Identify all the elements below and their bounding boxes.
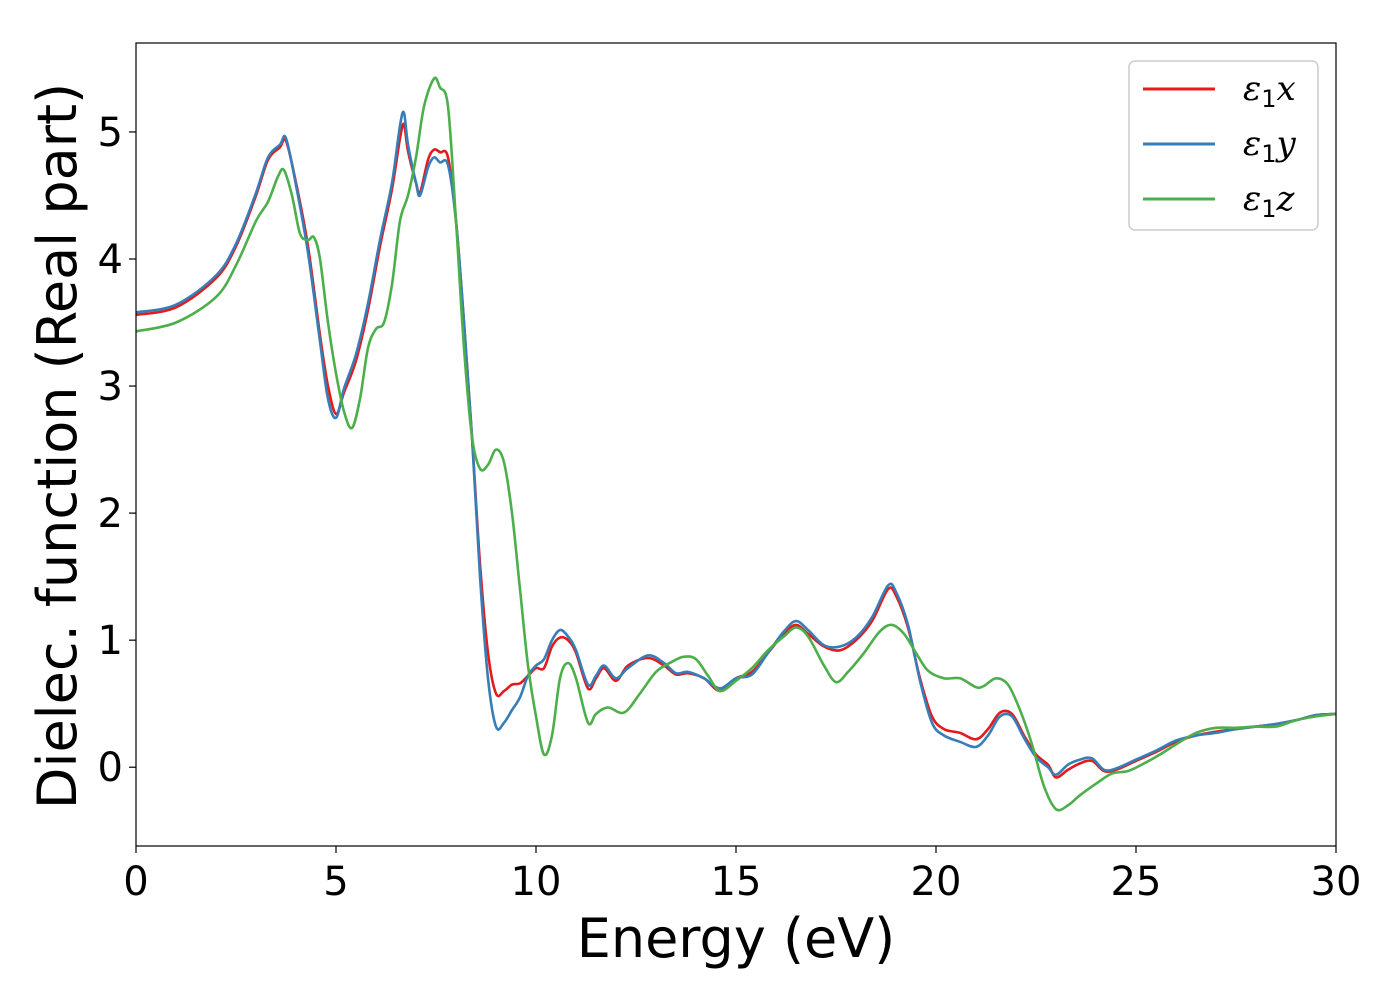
legend-label-x: ε1x (1243, 69, 1296, 113)
series-line-y (136, 110, 1336, 777)
y-tick-label: 3 (98, 364, 123, 410)
legend-label-y: ε1y (1243, 124, 1297, 168)
y-tick-label: 4 (98, 237, 123, 283)
x-tick-label: 5 (323, 859, 348, 905)
series-layer (136, 76, 1336, 812)
legend: ε1x ε1y ε1z (1128, 60, 1319, 231)
y-tick-label: 0 (98, 745, 123, 791)
series-line-z (136, 76, 1336, 812)
x-axis-ticks: 0 5 10 15 20 25 30 (123, 846, 1361, 905)
y-tick-label: 1 (98, 618, 123, 664)
y-axis-ticks: 0 1 2 3 4 5 (98, 110, 136, 791)
x-tick-label: 10 (511, 859, 562, 905)
legend-label-z: ε1z (1243, 179, 1296, 223)
x-tick-label: 30 (1311, 859, 1362, 905)
x-axis-label: Energy (eV) (577, 907, 896, 970)
legend-box (1128, 60, 1319, 231)
y-tick-label: 2 (98, 491, 123, 537)
x-tick-label: 20 (911, 859, 962, 905)
y-tick-label: 5 (98, 110, 123, 156)
y-axis-label: Dielec. function (Real part) (26, 83, 89, 809)
x-tick-label: 15 (711, 859, 762, 905)
x-tick-label: 25 (1111, 859, 1162, 905)
x-tick-label: 0 (123, 859, 148, 905)
